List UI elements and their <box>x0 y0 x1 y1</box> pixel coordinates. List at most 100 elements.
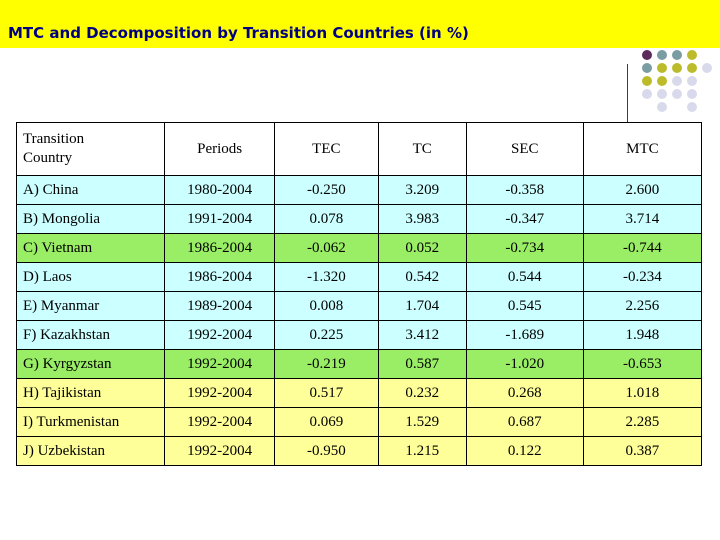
table-row: E) Myanmar 1989-2004 0.008 1.704 0.545 2.256 <box>15 291 703 321</box>
tc-cell: 1.215 <box>377 436 467 466</box>
decorative-dot <box>657 89 667 99</box>
mtc-cell: 3.714 <box>582 204 703 234</box>
decorative-dot <box>687 76 697 86</box>
tc-cell: 1.529 <box>377 407 467 437</box>
period-cell: 1992-2004 <box>164 378 276 408</box>
header-sec: SEC <box>465 122 584 176</box>
country-cell: D) Laos <box>15 262 166 292</box>
country-cell: J) Uzbekistan <box>15 436 166 466</box>
period-cell: 1989-2004 <box>164 291 276 321</box>
mtc-cell: 2.256 <box>582 291 703 321</box>
table-row: G) Kyrgyzstan 1992-2004 -0.219 0.587 -1.020-… <box>15 349 703 379</box>
decomposition-table: Transition Country Periods TEC TC SEC MT… <box>15 122 703 466</box>
sec-cell: -0.358 <box>465 175 584 205</box>
decorative-dot <box>672 63 682 73</box>
period-cell: 1986-2004 <box>164 233 276 263</box>
table-row: D) Laos 1986-2004 -1.320 0.542 0.544 -0.234 <box>15 262 703 292</box>
tec-cell: -0.950 <box>274 436 379 466</box>
mtc-cell: -0.744 <box>582 233 703 263</box>
sec-cell: 0.545 <box>465 291 584 321</box>
country-cell: H) Tajikistan <box>15 378 166 408</box>
tc-cell: 3.983 <box>377 204 467 234</box>
tec-cell: -0.219 <box>274 349 379 379</box>
slide-title: MTC and Decomposition by Transition Coun… <box>8 24 469 42</box>
tec-cell: 0.008 <box>274 291 379 321</box>
period-cell: 1980-2004 <box>164 175 276 205</box>
decorative-dot <box>672 50 682 60</box>
table-row: A) China 1980-2004 -0.250 3.209 -0.358 2.600 <box>15 175 703 205</box>
tec-cell: -1.320 <box>274 262 379 292</box>
header-country-text: Transition Country <box>23 131 85 166</box>
mtc-cell: 2.600 <box>582 175 703 205</box>
country-cell: E) Myanmar <box>15 291 166 321</box>
sec-cell: 0.687 <box>465 407 584 437</box>
decorative-dot <box>672 89 682 99</box>
table-row: H) Tajikistan 1992-2004 0.517 0.232 0.268 1.0… <box>15 378 703 408</box>
table-row: B) Mongolia 1991-2004 0.078 3.983 -0.347 3.71… <box>15 204 703 234</box>
tc-cell: 0.052 <box>377 233 467 263</box>
period-cell: 1992-2004 <box>164 407 276 437</box>
sec-cell: -1.020 <box>465 349 584 379</box>
country-cell: G) Kyrgyzstan <box>15 349 166 379</box>
decorative-dot <box>687 102 697 112</box>
mtc-cell: 1.948 <box>582 320 703 350</box>
table-row: F) Kazakhstan 1992-2004 0.225 3.412 -1.689 1.… <box>15 320 703 350</box>
tc-cell: 3.209 <box>377 175 467 205</box>
period-cell: 1992-2004 <box>164 436 276 466</box>
tec-cell: 0.517 <box>274 378 379 408</box>
sec-cell: -0.734 <box>465 233 584 263</box>
tec-cell: 0.225 <box>274 320 379 350</box>
decorative-dot <box>642 76 652 86</box>
title-bar <box>0 0 720 48</box>
tc-cell: 0.232 <box>377 378 467 408</box>
tec-cell: -0.062 <box>274 233 379 263</box>
decorative-dot <box>657 76 667 86</box>
header-periods: Periods <box>164 122 276 176</box>
sec-cell: 0.544 <box>465 262 584 292</box>
decorative-dot <box>657 50 667 60</box>
country-cell: C) Vietnam <box>15 233 166 263</box>
tec-cell: -0.250 <box>274 175 379 205</box>
decorative-dot <box>687 50 697 60</box>
decorative-dot <box>702 63 712 73</box>
period-cell: 1986-2004 <box>164 262 276 292</box>
decorative-dot <box>657 102 667 112</box>
mtc-cell: -0.653 <box>582 349 703 379</box>
mtc-cell: -0.234 <box>582 262 703 292</box>
country-cell: A) China <box>15 175 166 205</box>
tc-cell: 0.587 <box>377 349 467 379</box>
sec-cell: 0.268 <box>465 378 584 408</box>
country-cell: B) Mongolia <box>15 204 166 234</box>
table-row: J) Uzbekistan 1992-2004 -0.950 1.215 0.122 0.… <box>15 436 703 466</box>
table-row: I) Turkmenistan 1992-2004 0.069 1.529 0.687 2… <box>15 407 703 437</box>
decorative-dot <box>642 89 652 99</box>
sec-cell: -1.689 <box>465 320 584 350</box>
mtc-cell: 1.018 <box>582 378 703 408</box>
period-cell: 1992-2004 <box>164 349 276 379</box>
tc-cell: 1.704 <box>377 291 467 321</box>
decorative-dot <box>687 89 697 99</box>
header-mtc: MTC <box>582 122 703 176</box>
mtc-cell: 0.387 <box>582 436 703 466</box>
sec-cell: 0.122 <box>465 436 584 466</box>
country-cell: F) Kazakhstan <box>15 320 166 350</box>
decorative-dot <box>642 63 652 73</box>
sec-cell: -0.347 <box>465 204 584 234</box>
country-cell: I) Turkmenistan <box>15 407 166 437</box>
tc-cell: 0.542 <box>377 262 467 292</box>
table-row: C) Vietnam 1986-2004 -0.062 0.052 -0.734 -0.7… <box>15 233 703 263</box>
decorative-dot <box>657 63 667 73</box>
period-cell: 1992-2004 <box>164 320 276 350</box>
tec-cell: 0.078 <box>274 204 379 234</box>
tec-cell: 0.069 <box>274 407 379 437</box>
mtc-cell: 2.285 <box>582 407 703 437</box>
header-transition-country: Transition Country <box>15 122 166 176</box>
period-cell: 1991-2004 <box>164 204 276 234</box>
header-tc: TC <box>377 122 467 176</box>
decorative-vertical-line <box>627 64 628 122</box>
decorative-dot <box>687 63 697 73</box>
tc-cell: 3.412 <box>377 320 467 350</box>
decorative-dot <box>642 50 652 60</box>
header-tec: TEC <box>274 122 379 176</box>
table-header-row: Transition Country Periods TEC TC SEC MT… <box>15 122 703 176</box>
